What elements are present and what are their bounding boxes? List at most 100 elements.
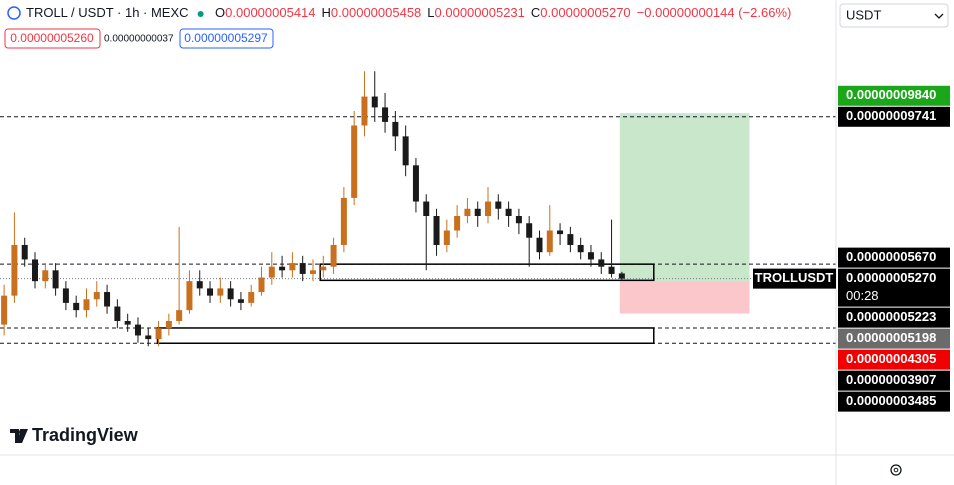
bid-box[interactable] xyxy=(4,28,101,49)
price-tag-label: 0.00000009840 xyxy=(846,87,936,102)
drawings xyxy=(0,113,836,345)
brand-name: TradingView xyxy=(32,425,139,445)
brand-logo xyxy=(10,429,28,443)
chevron xyxy=(934,13,944,19)
price-tags: 0.00000009840 0.00000009741 0.00000005670 0… xyxy=(753,85,950,412)
price-tag-label: 0.00000009741 xyxy=(846,108,936,123)
candle-body xyxy=(62,288,69,303)
price-tag xyxy=(838,328,950,349)
price-tag xyxy=(838,370,950,391)
candle-body xyxy=(598,259,605,267)
ohlc-value: 0.00000005458 xyxy=(331,5,421,20)
bid: 0.00000005260 xyxy=(10,31,94,45)
candle-body xyxy=(155,328,162,340)
candle-body xyxy=(454,216,461,231)
candle-body xyxy=(557,230,564,235)
spread: 0.00000000037 xyxy=(104,34,174,45)
candle-body xyxy=(587,252,594,260)
ask: 0.00000005297 xyxy=(184,31,268,45)
symbol-legend: TROLL / USDT · 1h · MEXC ● O0.00000005414 H… xyxy=(4,5,792,49)
price-tag-label: 0.00000003907 xyxy=(846,372,936,387)
price-tag-label: 0.00000005223 xyxy=(846,309,936,324)
price-tag xyxy=(838,307,950,328)
ohlc-key: O xyxy=(215,5,225,20)
price-tag xyxy=(838,349,950,370)
price-tag xyxy=(838,391,950,412)
candle-body xyxy=(371,96,378,108)
status-dot: ● xyxy=(197,5,205,21)
candle-body xyxy=(186,281,193,311)
gear-center xyxy=(893,467,899,473)
candle-body xyxy=(577,244,584,253)
candle-body xyxy=(464,208,471,217)
candle-body xyxy=(443,230,450,245)
ohlc-change: −0.00000000144 (−2.66%) xyxy=(637,5,792,20)
price-tag xyxy=(838,268,950,307)
price-tag-label: 0.00000005670 xyxy=(846,249,936,264)
price-tag-label: 0.00000004305 xyxy=(846,351,936,366)
candle-body xyxy=(392,121,399,137)
candle-body xyxy=(268,266,275,278)
candle-body xyxy=(176,310,183,321)
candle-body xyxy=(536,237,543,253)
price-tag xyxy=(838,85,950,106)
candle-body xyxy=(217,288,224,296)
candle-body xyxy=(114,306,121,321)
currency-select[interactable]: USDT xyxy=(839,3,949,28)
price-tag-label: 0.00000003485 xyxy=(846,393,936,408)
candle-body xyxy=(309,270,316,274)
ohlc-value: 0.00000005270 xyxy=(540,5,630,20)
candle-body xyxy=(165,320,172,329)
symbol-icon xyxy=(7,6,21,20)
candle-body xyxy=(382,107,389,122)
gear-icon[interactable] xyxy=(890,464,902,476)
candle-body xyxy=(52,270,59,289)
candle-body xyxy=(1,295,8,325)
candle-body xyxy=(134,324,141,336)
zone xyxy=(319,263,655,282)
ask-box[interactable] xyxy=(179,28,274,49)
settings-button[interactable] xyxy=(890,464,902,476)
candle-body xyxy=(32,259,39,282)
brand: TradingView xyxy=(10,425,139,445)
candle-body xyxy=(526,223,533,238)
candle-body xyxy=(196,281,203,289)
candle-body xyxy=(351,125,358,198)
ohlc-key: L xyxy=(427,5,434,20)
candle-body xyxy=(402,136,409,166)
candle-body xyxy=(505,208,512,217)
candle-body xyxy=(289,263,296,271)
candle-body xyxy=(237,299,244,303)
candles xyxy=(1,71,625,347)
profit-zone xyxy=(619,113,750,282)
candle-body xyxy=(608,266,615,274)
candle-body xyxy=(227,288,234,300)
price-tag xyxy=(838,247,950,268)
candle-body xyxy=(248,292,255,303)
candle-body xyxy=(423,201,430,217)
candle-body xyxy=(546,230,553,253)
candle-body xyxy=(567,234,574,245)
candle-body xyxy=(330,244,337,267)
dropdown[interactable] xyxy=(839,3,949,28)
candle-body xyxy=(207,288,214,296)
symbol: TROLL / USDT · 1h · MEXC xyxy=(26,5,189,20)
symbol-tag xyxy=(753,268,836,289)
ohlc-key: H xyxy=(322,5,331,20)
candle-body xyxy=(340,197,347,245)
candle-body xyxy=(361,96,368,126)
ohlc-value: 0.00000005414 xyxy=(225,5,315,20)
symbol-tag-label: TROLLUSDT xyxy=(755,270,834,285)
candle-body xyxy=(485,201,492,217)
candle-body xyxy=(495,201,502,209)
candle-body xyxy=(515,216,522,224)
ohlc-key: C xyxy=(531,5,540,20)
candle-body xyxy=(124,320,131,325)
candle-body xyxy=(145,335,152,340)
candle-body xyxy=(279,266,286,271)
candle-body xyxy=(11,244,18,296)
currency: USDT xyxy=(846,7,881,22)
ohlc-value: 0.00000005231 xyxy=(435,5,525,20)
candle-body xyxy=(258,277,265,293)
